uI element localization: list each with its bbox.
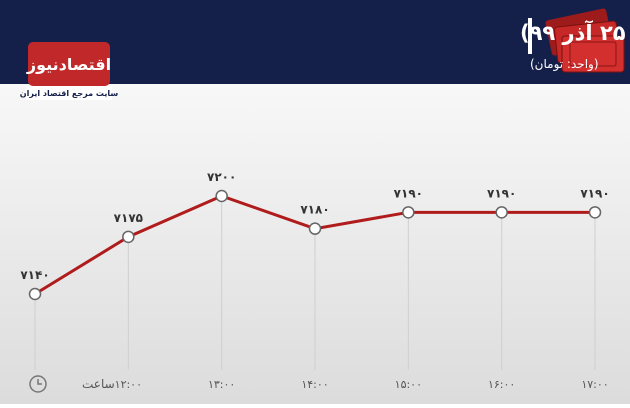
chart-title: روند بهای درهم (سه‌شنبه ۲۵ آذر ۹۹): [520, 20, 630, 45]
data-point: [308, 222, 322, 235]
x-tick-label: ۱۲:۰۰: [115, 378, 142, 391]
logo-tagline: سایت مرجع اقتصاد ایران: [20, 89, 119, 98]
data-point: [495, 206, 508, 219]
data-point: [28, 287, 42, 301]
value-label: ۷۱۷۵: [114, 211, 143, 225]
value-label: ۷۱۹۰: [580, 186, 609, 200]
value-label: ۷۱۹۰: [487, 186, 516, 200]
chart-subtitle: (واحد: تومان): [530, 57, 599, 72]
logo-box: [28, 42, 110, 86]
logo-text: اقتصادنیوز: [26, 55, 111, 74]
logo-tagline-box: [26, 86, 112, 100]
x-tick-label: ۱۶:۰۰: [488, 378, 515, 391]
value-label: ۷۲۰۰: [207, 170, 236, 184]
x-axis-label: ساعت: [82, 377, 115, 391]
value-label: ۷۱۹۰: [394, 186, 423, 200]
data-point: [588, 206, 602, 219]
x-tick-label: ۱۵:۰۰: [395, 378, 422, 391]
value-label: ۷۱۴۰: [20, 268, 49, 282]
money-icon: [545, 8, 625, 73]
x-tick-label: ۱۷:۰۰: [581, 378, 608, 391]
value-label: ۷۱۸۰: [300, 203, 329, 217]
data-point: [122, 230, 135, 244]
title-bar: [528, 18, 532, 54]
data-point: [402, 206, 415, 219]
x-tick-label: ۱۳:۰۰: [208, 378, 235, 391]
data-point: [215, 189, 228, 203]
clock-icon: [29, 375, 47, 393]
x-tick-label: ۱۴:۰۰: [301, 378, 328, 391]
